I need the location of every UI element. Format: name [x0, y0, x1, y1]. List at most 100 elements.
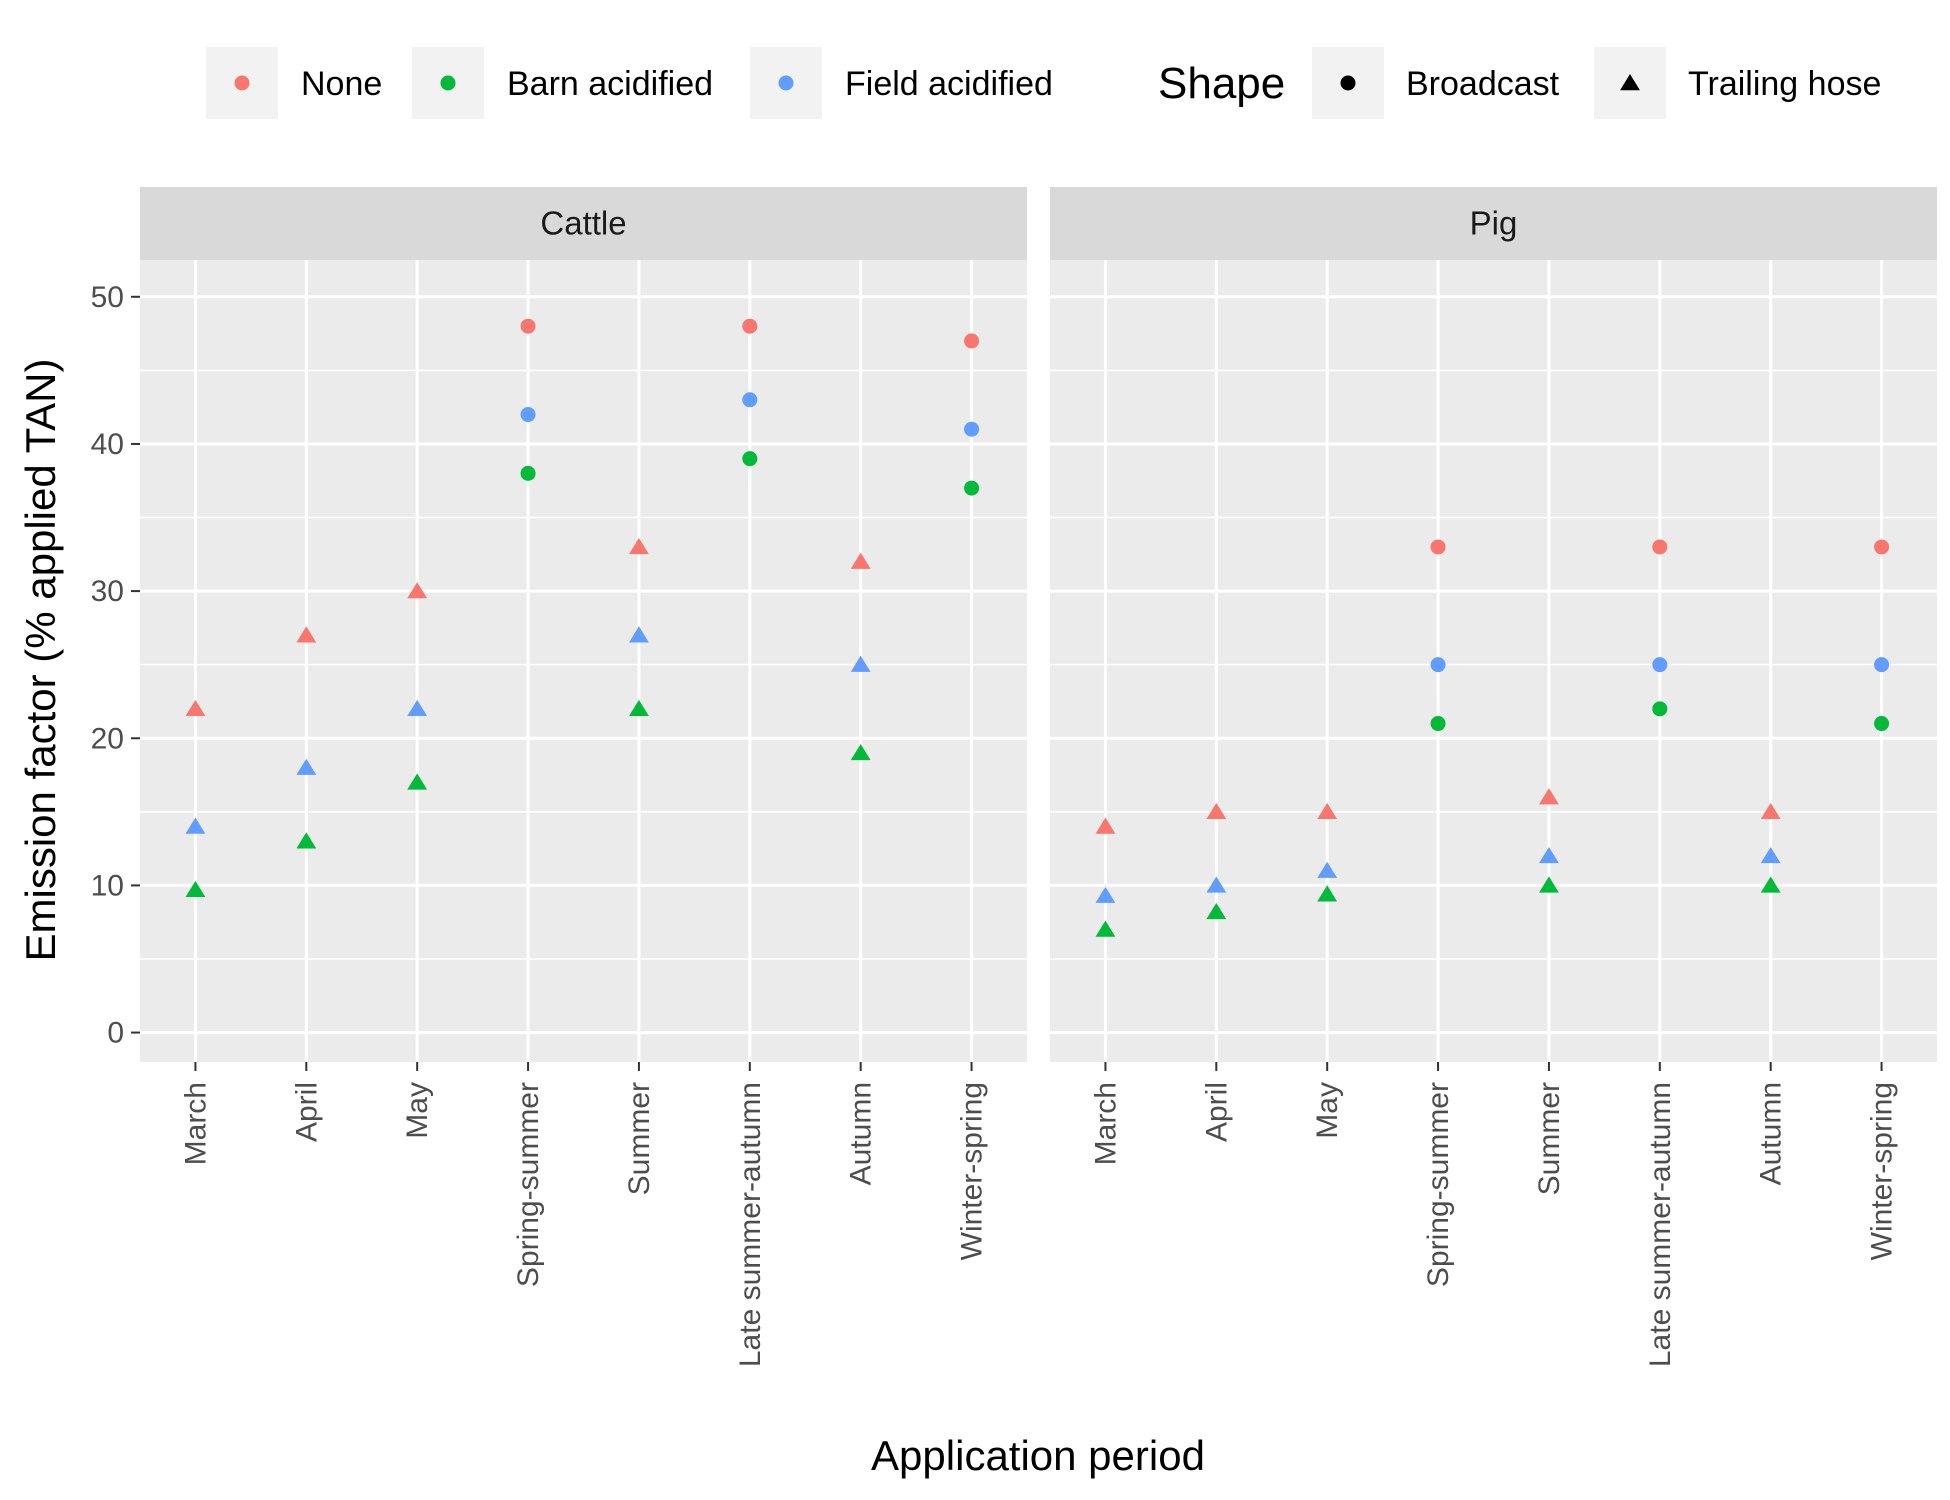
legend-item-barn-acidified: Barn acidified — [412, 47, 713, 119]
data-point-circle — [742, 451, 758, 467]
legend-item-broadcast: Broadcast — [1312, 47, 1560, 119]
legend-shape-title: Shape — [1158, 59, 1285, 108]
data-point-circle — [1430, 716, 1446, 732]
x-tick-label: Autumn — [1755, 1082, 1788, 1185]
data-point-triangle — [1317, 885, 1338, 902]
data-point-circle — [1874, 716, 1890, 732]
legend-symbol — [778, 75, 794, 91]
data-point-triangle — [407, 699, 428, 717]
x-tick-label: May — [1311, 1082, 1344, 1139]
x-tick-label: Late summer-autumn — [1644, 1082, 1677, 1367]
data-point-circle — [964, 421, 980, 437]
panel-pig: Pig March April May Spring-summer Summer Late … — [1050, 187, 1937, 1367]
legend-label: Barn acidified — [507, 65, 713, 103]
legend-symbol-triangle — [1620, 74, 1640, 91]
legend-label: Broadcast — [1406, 65, 1560, 103]
data-point-circle — [742, 318, 758, 334]
x-tick-label: Spring-summer — [512, 1082, 545, 1287]
x-tick-label: Late summer-autumn — [734, 1082, 767, 1367]
data-point-circle — [520, 407, 536, 423]
data-point-triangle — [407, 773, 428, 790]
data-point-circle — [1430, 657, 1446, 673]
series-none — [1095, 539, 1890, 834]
y-tick-label: 20 — [91, 722, 124, 755]
x-tick-label: May — [401, 1082, 434, 1139]
legend-symbol — [440, 75, 456, 91]
data-point-circle — [520, 465, 536, 481]
series-field-acidified — [185, 392, 980, 834]
data-point-triangle — [1095, 886, 1116, 903]
data-point-triangle — [850, 655, 871, 672]
data-point-triangle — [185, 817, 206, 834]
data-point-circle — [1874, 539, 1890, 555]
legend-item-field-acidified: Field acidified — [750, 47, 1053, 119]
data-point-circle — [1652, 701, 1668, 717]
strip-label: Cattle — [540, 205, 626, 242]
data-point-triangle — [1539, 788, 1559, 805]
data-point-triangle — [1095, 920, 1116, 937]
data-point-triangle — [850, 552, 871, 569]
data-point-circle — [742, 392, 758, 408]
data-point-circle — [1652, 657, 1668, 673]
data-point-triangle — [407, 582, 428, 599]
data-point-triangle — [185, 880, 206, 898]
legend-label: None — [301, 65, 382, 103]
panel-background — [1050, 260, 1937, 1062]
legend-item-trailing-hose: Trailing hose — [1594, 47, 1881, 119]
data-point-triangle — [850, 743, 871, 761]
data-point-circle — [1430, 539, 1446, 555]
x-tick-label: Winter-spring — [1866, 1082, 1899, 1260]
x-tick-label: Autumn — [845, 1082, 878, 1185]
data-point-triangle — [296, 626, 317, 643]
data-point-triangle — [1206, 902, 1227, 920]
data-point-triangle — [1539, 846, 1559, 864]
y-tick-label: 0 — [107, 1017, 124, 1050]
panel-cattle: Cattle March April May Spring-summer Summer La… — [91, 187, 1027, 1367]
legend-symbol — [234, 75, 250, 91]
data-point-triangle — [1206, 802, 1227, 820]
y-tick-label: 40 — [91, 428, 124, 461]
data-point-circle — [964, 480, 980, 496]
data-point-triangle — [1095, 817, 1116, 834]
strip-label: Pig — [1470, 205, 1518, 242]
data-point-triangle — [1760, 802, 1781, 820]
data-point-triangle — [1539, 876, 1559, 893]
x-tick-label: Summer — [1533, 1082, 1566, 1195]
series-field-acidified — [1095, 657, 1890, 903]
chart-panels: Cattle March April May Spring-summer Summer La… — [91, 187, 1937, 1367]
series-none — [185, 318, 980, 717]
x-axis-title: Application period — [871, 1432, 1205, 1479]
data-point-triangle — [629, 626, 649, 643]
strip-pig — [1050, 187, 1937, 260]
data-point-circle — [520, 318, 536, 334]
legend: None Barn acidified Field acidified Shape Br… — [206, 47, 1881, 119]
x-tick-label: March — [179, 1082, 212, 1165]
series-barn-acidified — [185, 451, 980, 898]
data-point-triangle — [1760, 876, 1781, 893]
x-tick-label: Winter-spring — [956, 1082, 989, 1260]
legend-item-none: None — [206, 47, 382, 119]
series-barn-acidified — [1095, 701, 1890, 937]
x-tick-label: March — [1089, 1082, 1122, 1165]
y-tick-label: 50 — [91, 281, 124, 314]
data-point-triangle — [1317, 861, 1338, 878]
y-axis-title: Emission factor (% applied TAN) — [17, 359, 64, 962]
data-point-triangle — [1206, 876, 1227, 893]
legend-label: Field acidified — [845, 65, 1053, 103]
data-point-triangle — [1760, 846, 1781, 864]
x-tick-label: April — [1200, 1082, 1233, 1142]
strip-cattle — [140, 187, 1027, 260]
data-point-triangle — [629, 537, 649, 555]
data-point-circle — [1874, 657, 1890, 673]
panel-background — [140, 260, 1027, 1062]
data-point-triangle — [185, 699, 206, 717]
y-tick-label: 30 — [91, 575, 124, 608]
x-tick-label: Summer — [623, 1082, 656, 1195]
y-tick-label: 10 — [91, 869, 124, 902]
data-point-triangle — [1317, 802, 1338, 820]
data-point-triangle — [629, 699, 649, 717]
x-tick-label: April — [290, 1082, 323, 1142]
legend-symbol-circle — [1340, 75, 1356, 91]
data-point-circle — [1652, 539, 1668, 555]
